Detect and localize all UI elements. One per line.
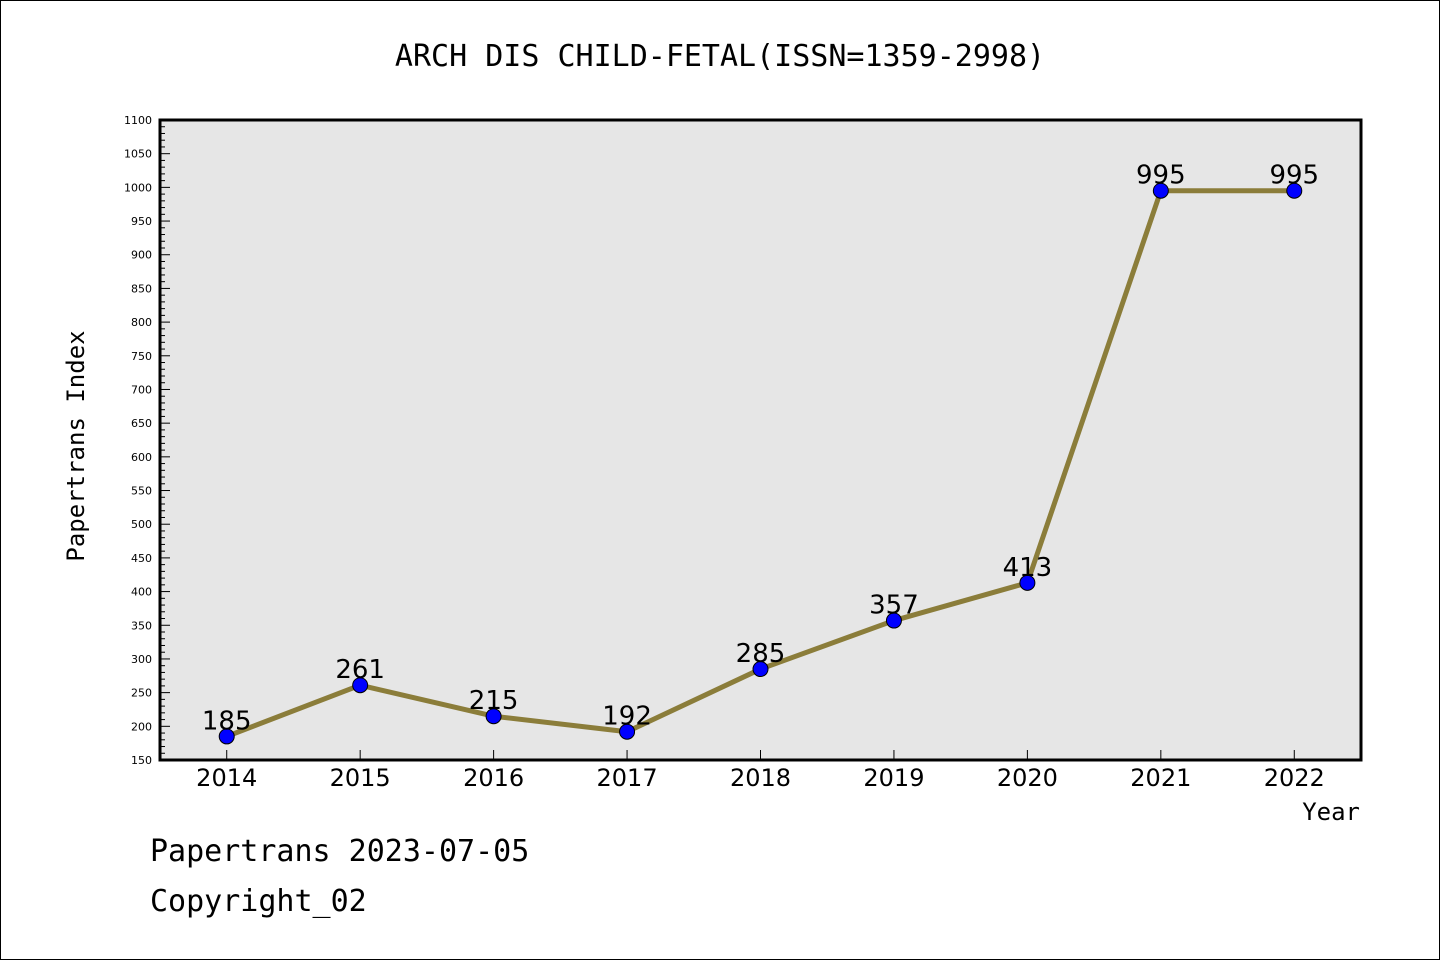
y-tick-label: 950	[131, 215, 152, 228]
y-tick-label: 600	[131, 451, 152, 464]
y-tick-label: 650	[131, 417, 152, 430]
x-tick-label: 2019	[863, 764, 924, 792]
data-label: 192	[602, 702, 652, 732]
footer-date: Papertrans 2023-07-05	[150, 834, 530, 869]
plot-border	[158, 118, 1363, 762]
data-label: 185	[202, 706, 252, 736]
data-label: 215	[469, 686, 519, 716]
data-point	[1152, 182, 1169, 199]
data-label: 995	[1269, 161, 1319, 191]
x-tick-label: 2021	[1130, 764, 1191, 792]
data-point	[619, 723, 636, 740]
x-tick-label: 2020	[997, 764, 1058, 792]
x-tick-label: 2015	[330, 764, 391, 792]
data-point	[752, 661, 769, 678]
y-tick-label: 350	[131, 619, 152, 632]
x-axis-label: Year	[1302, 798, 1360, 826]
y-tick-label: 300	[131, 653, 152, 666]
chart-title: ARCH DIS CHILD-FETAL(ISSN=1359-2998)	[395, 39, 1045, 74]
data-point	[218, 728, 235, 745]
y-axis-label: Papertrans Index	[62, 330, 90, 561]
data-label: 261	[335, 655, 385, 685]
y-tick-label: 1100	[124, 114, 152, 127]
x-tick-label: 2016	[463, 764, 524, 792]
y-tick-label: 850	[131, 282, 152, 295]
data-point	[1286, 182, 1303, 199]
data-point	[1019, 574, 1036, 591]
y-tick-label: 900	[131, 249, 152, 262]
x-axis: 2014 2015 2016 2017 2018 2019 2020 2021 2022	[196, 750, 1325, 792]
x-tick-label: 2022	[1264, 764, 1325, 792]
x-tick-label: 2018	[730, 764, 791, 792]
y-tick-label: 1050	[124, 148, 152, 161]
data-label: 357	[869, 591, 919, 621]
y-tick-label: 750	[131, 350, 152, 363]
y-tick-label: 500	[131, 518, 152, 531]
data-point	[885, 612, 902, 629]
series-group: 185 261 215 192 285 357 413 995 995	[202, 161, 1319, 745]
x-tick-label: 2014	[196, 764, 257, 792]
data-point	[485, 708, 502, 725]
y-tick-label: 400	[131, 586, 152, 599]
plot-area	[160, 120, 1361, 760]
y-tick-label: 150	[131, 754, 152, 767]
x-tick-label: 2017	[597, 764, 658, 792]
y-tick-label: 800	[131, 316, 152, 329]
data-label: 285	[736, 639, 786, 669]
data-point	[352, 677, 369, 694]
data-label: 413	[1003, 553, 1053, 583]
y-tick-label: 1000	[124, 181, 152, 194]
data-label: 995	[1136, 161, 1186, 191]
footer-copyright: Copyright_02	[150, 884, 367, 919]
y-tick-label: 700	[131, 383, 152, 396]
y-axis: 150 200 250 300 350 400 450 500 550 600 650 700 750 8…	[124, 114, 170, 767]
y-tick-label: 550	[131, 485, 152, 498]
y-tick-label: 200	[131, 720, 152, 733]
y-tick-label: 250	[131, 687, 152, 700]
y-tick-label: 450	[131, 552, 152, 565]
